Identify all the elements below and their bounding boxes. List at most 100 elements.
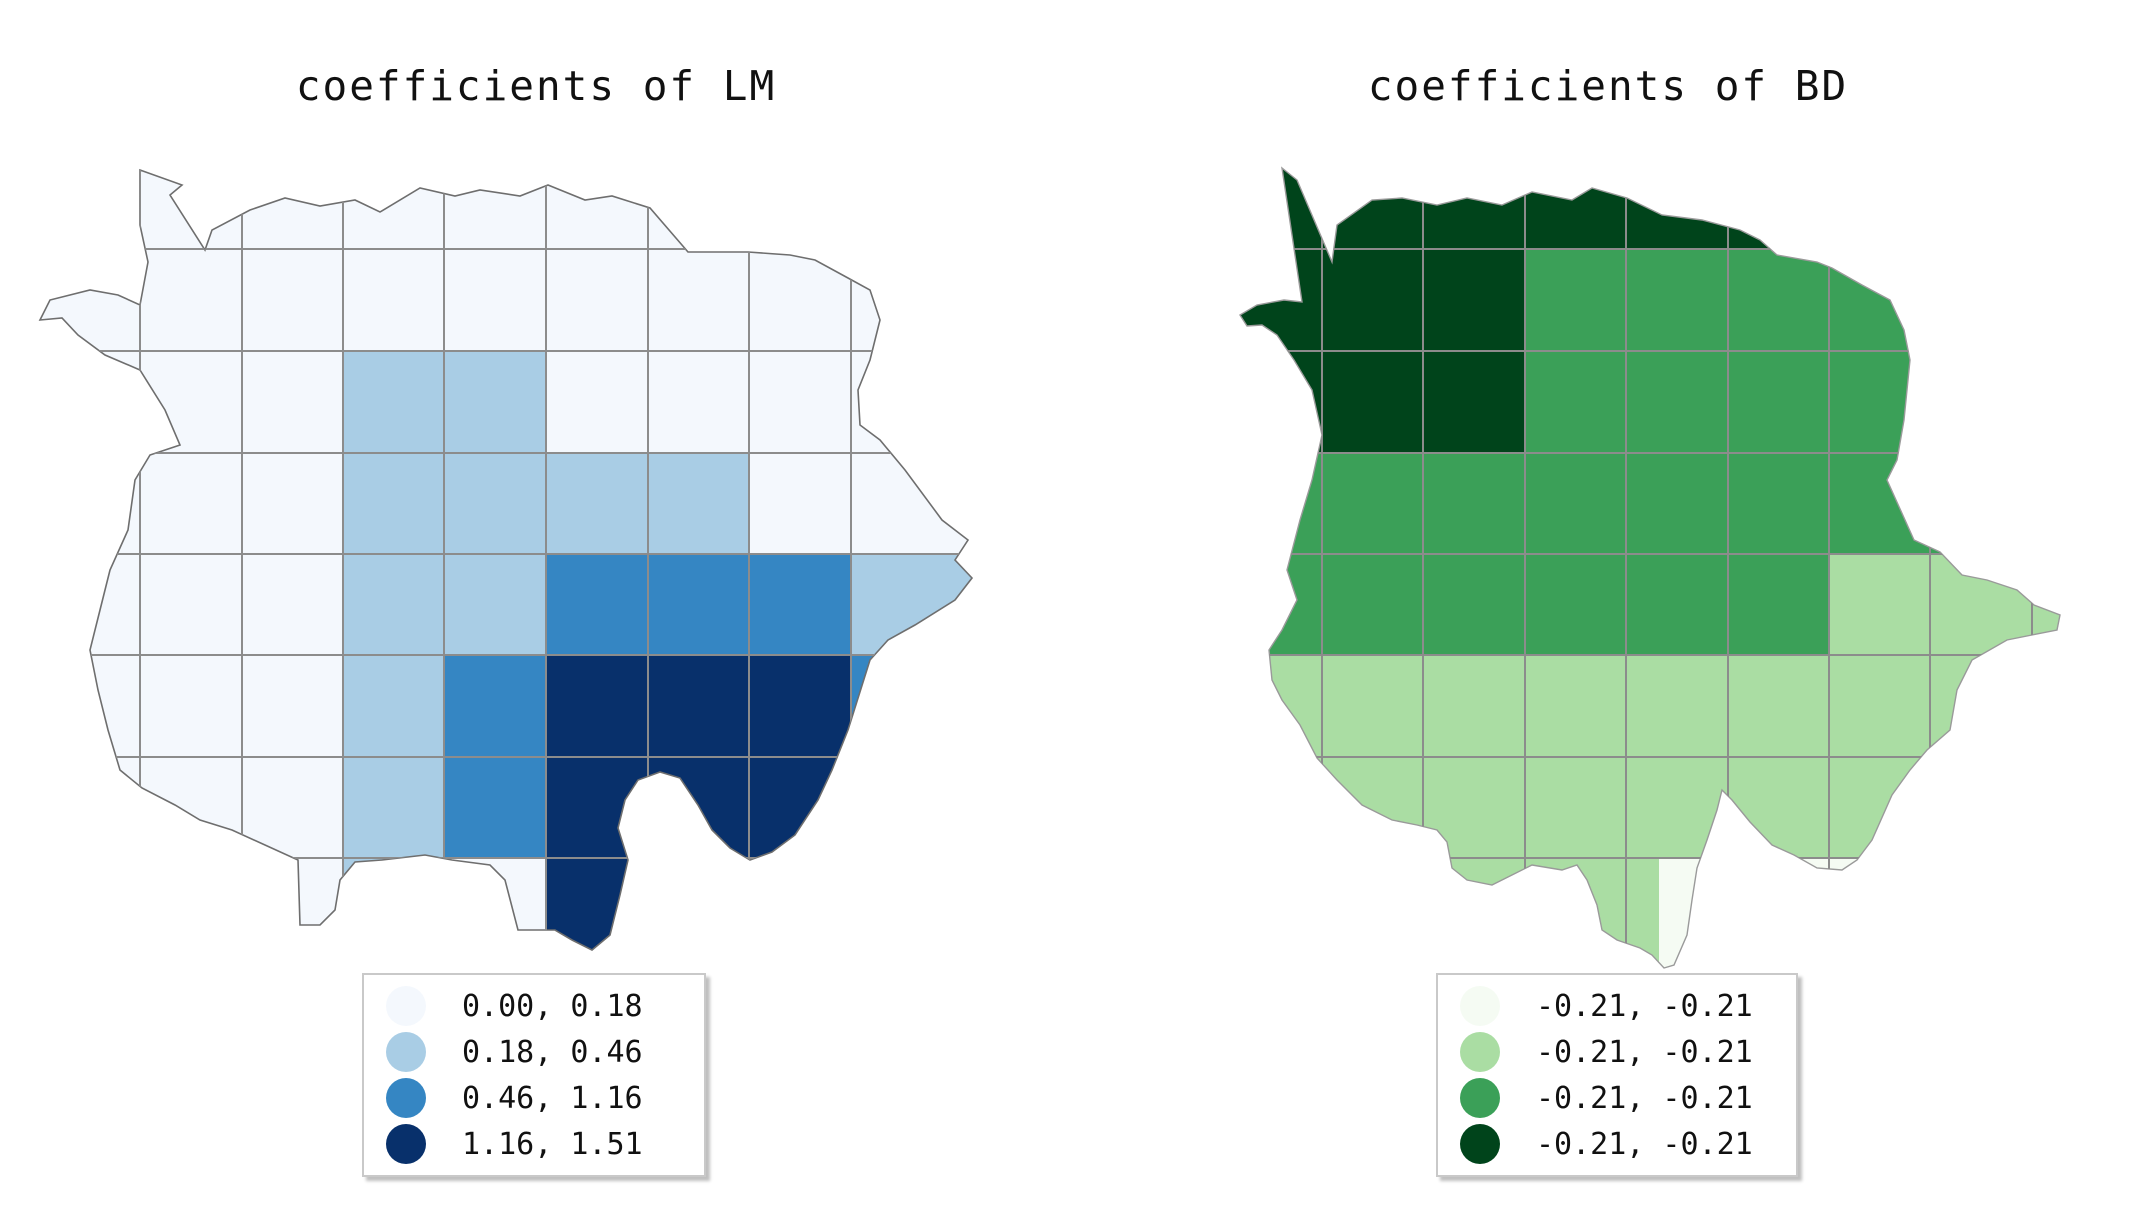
map-cell <box>40 655 141 758</box>
map-cell <box>1728 554 1830 656</box>
map-cell <box>1829 249 1931 352</box>
map-cell <box>749 170 852 250</box>
legend-item: -0.21, -0.21 <box>1460 1075 1778 1121</box>
map-cell <box>2032 655 2060 758</box>
map-cell <box>40 554 141 656</box>
map-cell <box>1525 168 1627 250</box>
map-cell <box>1525 249 1627 352</box>
legend-swatch <box>1460 1124 1500 1164</box>
map-cell <box>2032 453 2060 555</box>
legend-label: 0.18, 0.46 <box>462 1034 643 1070</box>
legend-swatch <box>1460 1078 1500 1118</box>
map-cell <box>851 757 972 859</box>
map-cell <box>242 757 344 859</box>
map-cell <box>1626 453 1729 555</box>
map-cell <box>1240 168 1323 250</box>
map-cell <box>749 554 852 656</box>
map-cell <box>1930 554 2033 656</box>
map-cell <box>1240 554 1323 656</box>
map-cell <box>1322 655 1424 758</box>
map-cell <box>444 757 547 859</box>
map-cell <box>546 249 649 352</box>
map-cell <box>444 453 547 555</box>
map-cell <box>1930 757 2033 859</box>
map-cell <box>1525 858 1627 968</box>
map-cell <box>1728 757 1830 859</box>
legend: -0.21, -0.21 -0.21, -0.21 -0.21, -0.21 -… <box>1436 973 1798 1177</box>
map-panel-lm: coefficients of LM 0.00, 0.18 0.18, 0.46… <box>38 62 974 1177</box>
legend-item: 1.16, 1.51 <box>386 1121 686 1167</box>
map-cell <box>1930 249 2033 352</box>
map-cell <box>140 170 243 250</box>
map-cell <box>1525 554 1627 656</box>
map-cell <box>1626 351 1729 454</box>
map-cell <box>1423 453 1526 555</box>
map-cell <box>2032 757 2060 859</box>
legend: 0.00, 0.18 0.18, 0.46 0.46, 1.16 1.16, 1… <box>362 973 706 1177</box>
map-cell <box>242 453 344 555</box>
map-cell <box>343 249 445 352</box>
map-cell <box>851 170 972 250</box>
map-cell <box>546 554 649 656</box>
map-cell <box>851 655 972 758</box>
map-cell <box>1728 249 1830 352</box>
map-cell <box>1240 351 1323 454</box>
map-cell <box>1930 858 2033 968</box>
map-cell <box>851 351 972 454</box>
map-cell <box>648 453 750 555</box>
map-cell <box>1829 655 1931 758</box>
map-cell <box>1423 554 1526 656</box>
map-cell <box>1829 453 1931 555</box>
map-cell <box>2032 554 2060 656</box>
map-cell <box>140 453 243 555</box>
map-cell <box>242 554 344 656</box>
map-cell <box>1930 655 2033 758</box>
map-cell <box>40 757 141 859</box>
map-cell <box>2032 351 2060 454</box>
legend-item: 0.00, 0.18 <box>386 983 686 1029</box>
map-cell <box>444 170 547 250</box>
choropleth-map-bd <box>1239 166 2061 969</box>
map-cell <box>343 757 445 859</box>
map-cell <box>2032 168 2060 250</box>
map-cell <box>1240 453 1323 555</box>
map-cell <box>749 757 852 859</box>
map-cell <box>1240 858 1323 968</box>
map-cell <box>242 351 344 454</box>
map-cell <box>546 655 649 758</box>
map-cell <box>1728 858 1830 968</box>
map-cell <box>1322 554 1424 656</box>
map-cell <box>343 351 445 454</box>
map-cell <box>343 858 445 950</box>
map-cell <box>1626 554 1729 656</box>
legend-swatch <box>386 986 426 1026</box>
legend-item: -0.21, -0.21 <box>1460 1121 1778 1167</box>
map-cell <box>1626 757 1729 859</box>
map-cell <box>242 655 344 758</box>
map-cell <box>1728 655 1830 758</box>
map-cell <box>648 858 750 950</box>
map-cell <box>1930 453 2033 555</box>
map-cell <box>1423 249 1526 352</box>
map-cell <box>2032 858 2060 968</box>
map-cell <box>1626 249 1729 352</box>
map-cell <box>1829 168 1931 250</box>
map-cell <box>648 351 750 454</box>
map-cell <box>1322 757 1424 859</box>
legend-swatch <box>1460 986 1500 1026</box>
map-title: coefficients of LM <box>295 62 777 110</box>
choropleth-map-lm <box>38 168 974 951</box>
map-cell <box>1659 858 2039 968</box>
map-cell <box>546 170 649 250</box>
map-cell <box>242 249 344 352</box>
map-cell <box>1525 351 1627 454</box>
map-cell <box>40 453 141 555</box>
legend-label: -0.21, -0.21 <box>1536 988 1753 1024</box>
map-cell <box>749 453 852 555</box>
map-cell <box>1423 757 1526 859</box>
map-cell <box>2032 249 2060 352</box>
map-cell <box>343 170 445 250</box>
map-cell <box>40 351 141 454</box>
map-cell <box>444 554 547 656</box>
legend-item: -0.21, -0.21 <box>1460 983 1778 1029</box>
